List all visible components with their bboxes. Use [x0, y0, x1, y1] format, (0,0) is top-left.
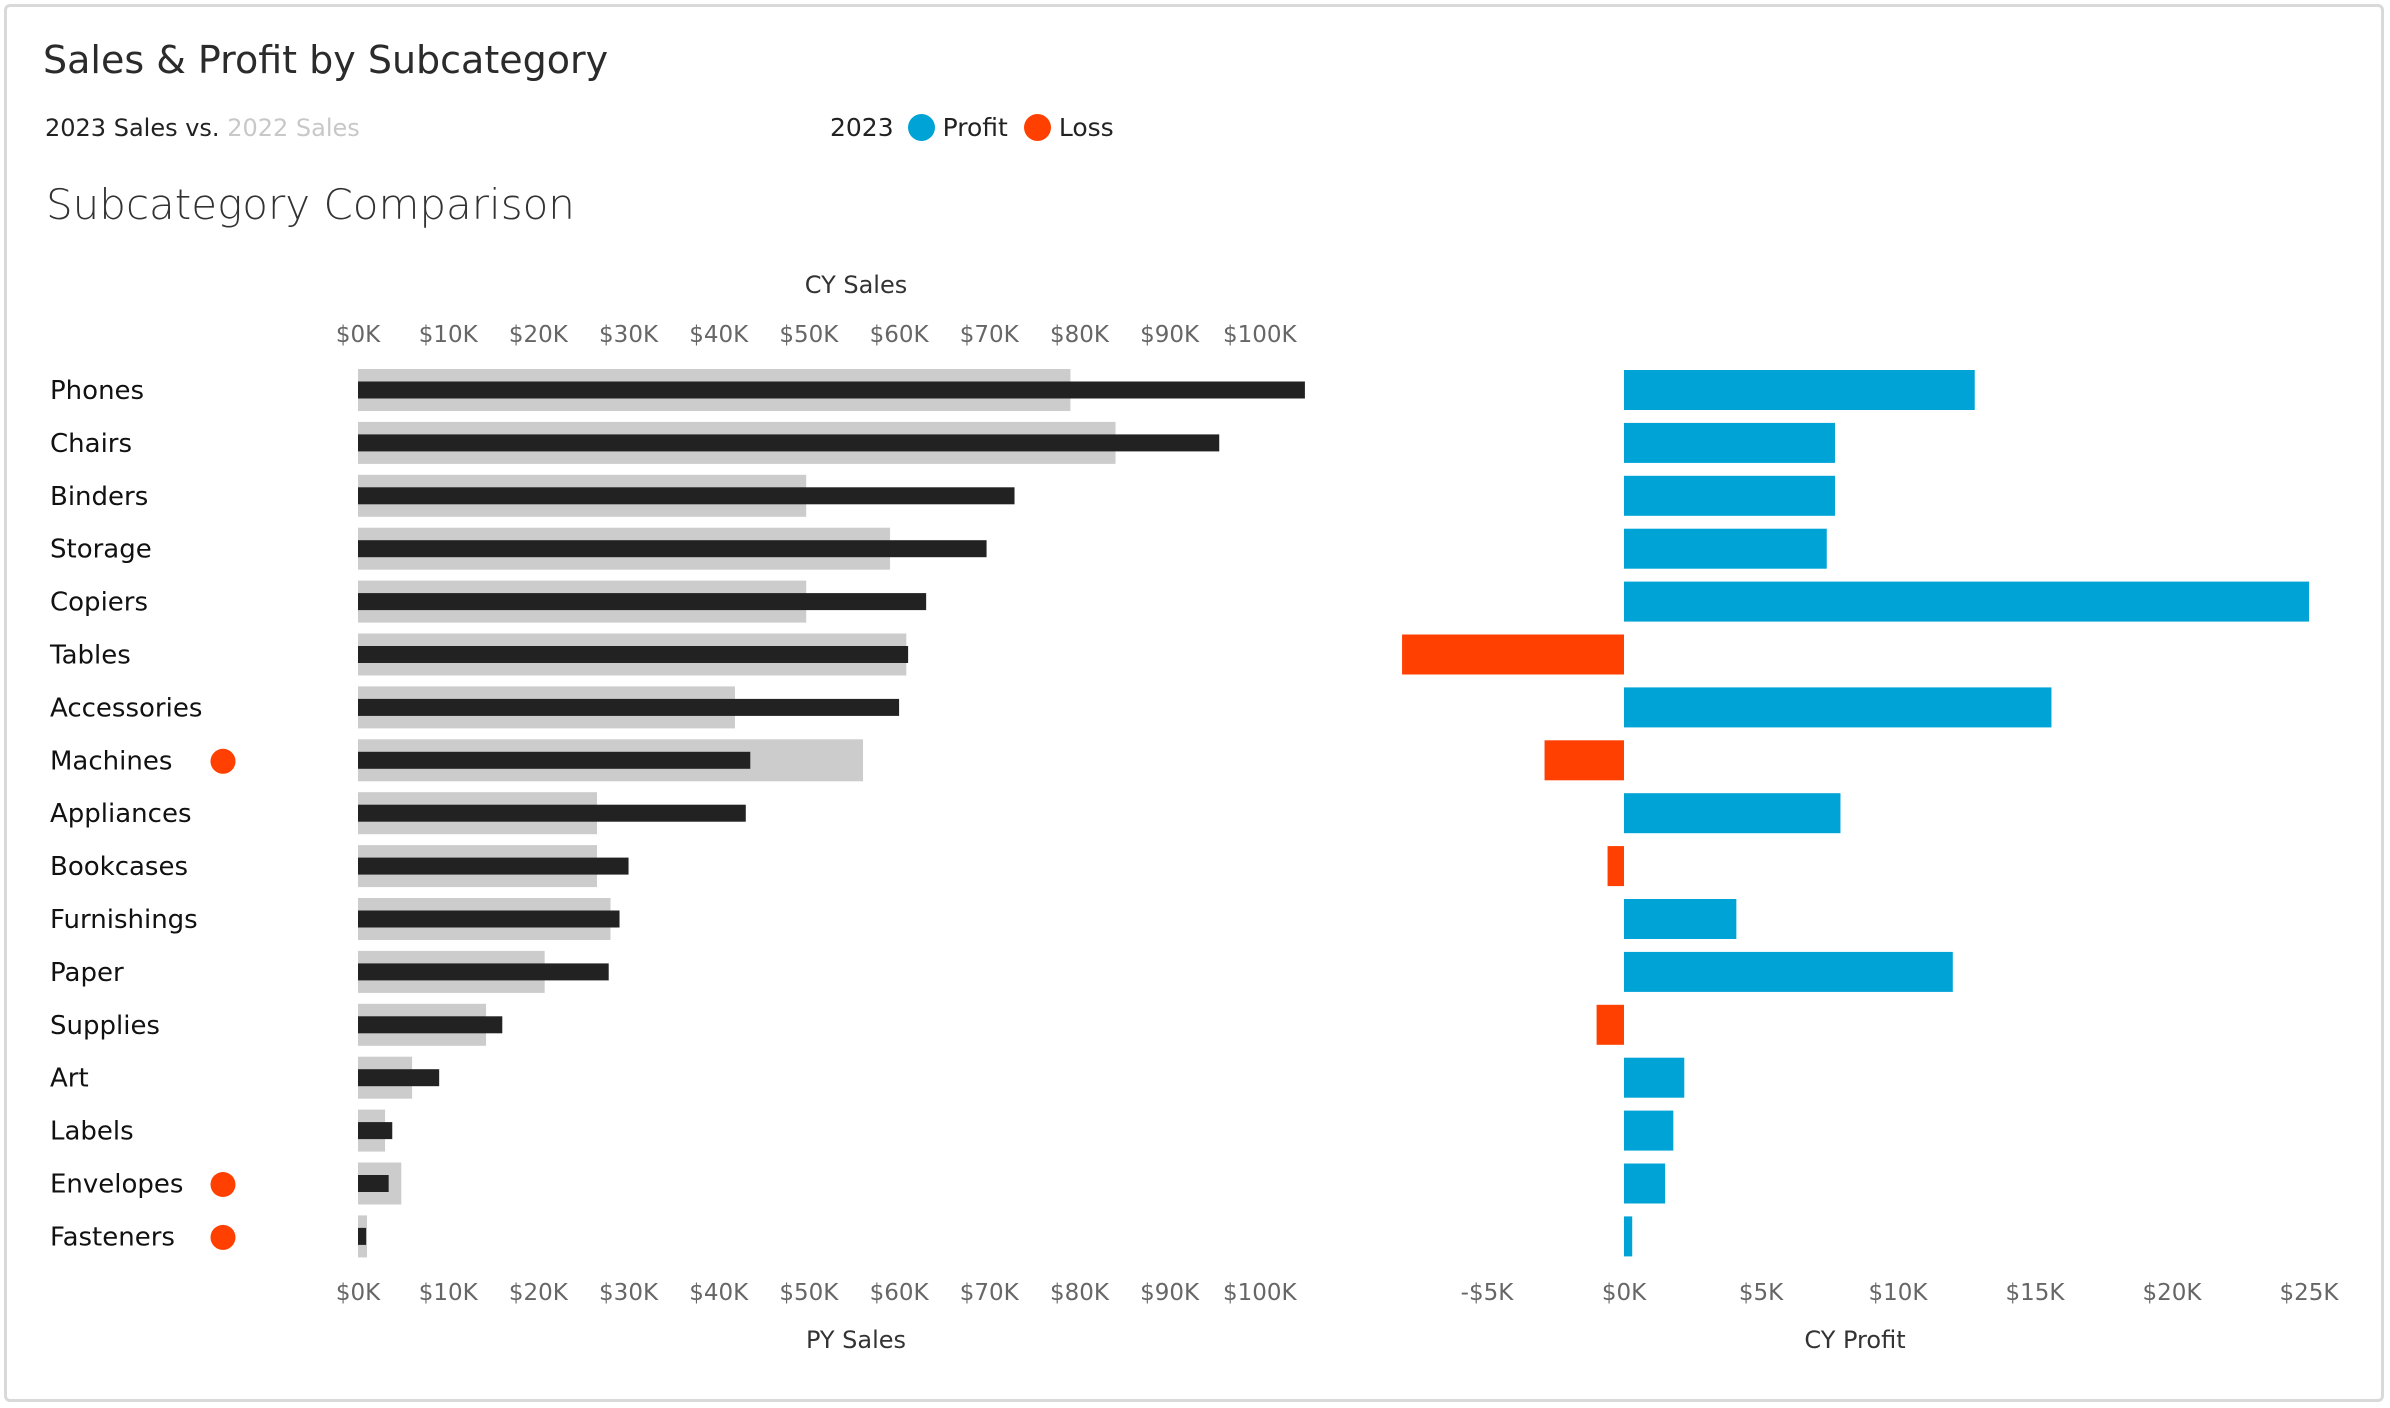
- cy-sales-axis-title: CY Sales: [805, 271, 908, 299]
- profit-bar: [1624, 1216, 1633, 1257]
- cy-sales-tick-label: $0K: [336, 322, 381, 348]
- cy-sales-bar: [358, 593, 927, 611]
- cy-sales-bar: [358, 1069, 440, 1087]
- cy-sales-bar: [358, 646, 909, 663]
- cy-sales-bar: [358, 1122, 393, 1140]
- py-sales-tick-label: $20K: [509, 1280, 569, 1306]
- profit-bar: [1624, 1057, 1685, 1098]
- profit-dot-icon: [907, 114, 935, 141]
- cy-sales-tick-label: $10K: [419, 322, 479, 348]
- py-sales-tick-label: $0K: [336, 1280, 381, 1306]
- legend-profit: Profit: [942, 113, 1008, 142]
- loss-indicator-icon: [210, 1224, 236, 1250]
- cy-sales-tick-label: $30K: [599, 322, 659, 348]
- profit-bar: [1624, 370, 1975, 410]
- profit-bar: [1624, 528, 1827, 569]
- category-label: Binders: [50, 482, 148, 512]
- profit-bar: [1624, 951, 1953, 992]
- profit-tick-label: $10K: [1869, 1280, 1929, 1306]
- profit-tick-label: $20K: [2143, 1280, 2203, 1306]
- py-sales-axis-title: PY Sales: [806, 1326, 906, 1354]
- profit-axis-title: CY Profit: [1804, 1326, 1905, 1354]
- profit-bar: [1624, 475, 1835, 516]
- category-label: Copiers: [50, 588, 148, 618]
- cy-sales-bar: [358, 381, 1305, 399]
- cy-sales-bar: [358, 1016, 503, 1034]
- category-label: Supplies: [50, 1011, 160, 1041]
- loss-dot-icon: [1023, 114, 1051, 141]
- category-label: Storage: [50, 535, 152, 565]
- py-sales-tick-label: $40K: [689, 1280, 749, 1306]
- py-sales-tick-label: $30K: [599, 1280, 659, 1306]
- profit-tick-label: $25K: [2280, 1280, 2340, 1306]
- profit-tick-label: $15K: [2006, 1280, 2066, 1306]
- profit-bar: [1624, 687, 2052, 728]
- subtitle-cy: 2023 Sales vs.: [45, 114, 220, 142]
- cy-sales-bar: [358, 487, 1015, 505]
- category-label: Paper: [50, 958, 124, 988]
- category-label: Phones: [50, 376, 144, 406]
- cy-sales-tick-label: $80K: [1050, 322, 1110, 348]
- cy-sales-bar: [358, 963, 609, 981]
- cy-sales-bar: [358, 910, 620, 928]
- page-title: Sales & Profit by Subcategory: [43, 38, 609, 82]
- category-label: Machines: [50, 746, 172, 776]
- category-label: Appliances: [50, 799, 192, 829]
- legend-year: 2023: [830, 113, 894, 142]
- cy-sales-bar: [358, 540, 987, 558]
- cy-sales-tick-label: $100K: [1223, 322, 1298, 348]
- sales-subtitle: 2023 Sales vs. 2022 Sales: [45, 114, 360, 142]
- py-sales-tick-label: $70K: [960, 1280, 1020, 1306]
- cy-sales-tick-label: $90K: [1140, 322, 1200, 348]
- loss-bar: [1607, 846, 1624, 887]
- category-label: Bookcases: [50, 852, 188, 882]
- py-sales-tick-label: $80K: [1050, 1280, 1110, 1306]
- py-sales-tick-label: $100K: [1223, 1280, 1298, 1306]
- loss-bar: [1402, 634, 1624, 675]
- profit-bar: [1624, 422, 1835, 463]
- profit-legend: 2023 Profit Loss: [830, 113, 1114, 142]
- profit-bar: [1624, 1110, 1674, 1151]
- loss-bar: [1596, 1004, 1624, 1045]
- category-label: Accessories: [50, 693, 202, 723]
- loss-indicator-icon: [210, 1172, 236, 1197]
- section-title: Subcategory Comparison: [46, 180, 575, 229]
- profit-bar: [1624, 793, 1841, 834]
- category-label: Envelopes: [50, 1170, 183, 1200]
- cy-sales-bar: [358, 1175, 389, 1192]
- cy-sales-tick-label: $40K: [689, 322, 749, 348]
- cy-sales-bar: [358, 857, 629, 875]
- profit-bar: [1624, 899, 1737, 939]
- py-sales-tick-label: $50K: [779, 1280, 839, 1306]
- py-sales-tick-label: $10K: [419, 1280, 479, 1306]
- cy-sales-tick-label: $70K: [960, 322, 1020, 348]
- category-label: Tables: [49, 641, 131, 671]
- loss-bar: [1544, 740, 1624, 781]
- py-sales-tick-label: $90K: [1140, 1280, 1200, 1306]
- cy-sales-tick-label: $50K: [779, 322, 839, 348]
- category-label: Chairs: [50, 429, 132, 459]
- profit-bar: [1624, 1163, 1666, 1204]
- loss-indicator-icon: [210, 748, 236, 774]
- subtitle-py: 2022 Sales: [227, 114, 360, 142]
- category-label: Fasteners: [50, 1222, 175, 1252]
- cy-sales-bar: [358, 1227, 367, 1245]
- cy-sales-tick-label: $60K: [870, 322, 930, 348]
- cy-sales-bar: [358, 698, 900, 716]
- profit-bar: [1624, 581, 2309, 622]
- cy-sales-bar: [358, 804, 746, 822]
- category-label: Labels: [50, 1117, 134, 1147]
- cy-sales-bar: [358, 434, 1220, 452]
- profit-tick-label: -$5K: [1461, 1280, 1515, 1306]
- category-label: Art: [50, 1064, 89, 1094]
- cy-sales-tick-label: $20K: [509, 322, 569, 348]
- profit-tick-label: $0K: [1602, 1280, 1647, 1306]
- legend-loss: Loss: [1058, 113, 1114, 142]
- cy-sales-bar: [358, 751, 751, 769]
- py-sales-tick-label: $60K: [870, 1280, 930, 1306]
- profit-tick-label: $5K: [1739, 1280, 1784, 1306]
- category-label: Furnishings: [50, 905, 198, 935]
